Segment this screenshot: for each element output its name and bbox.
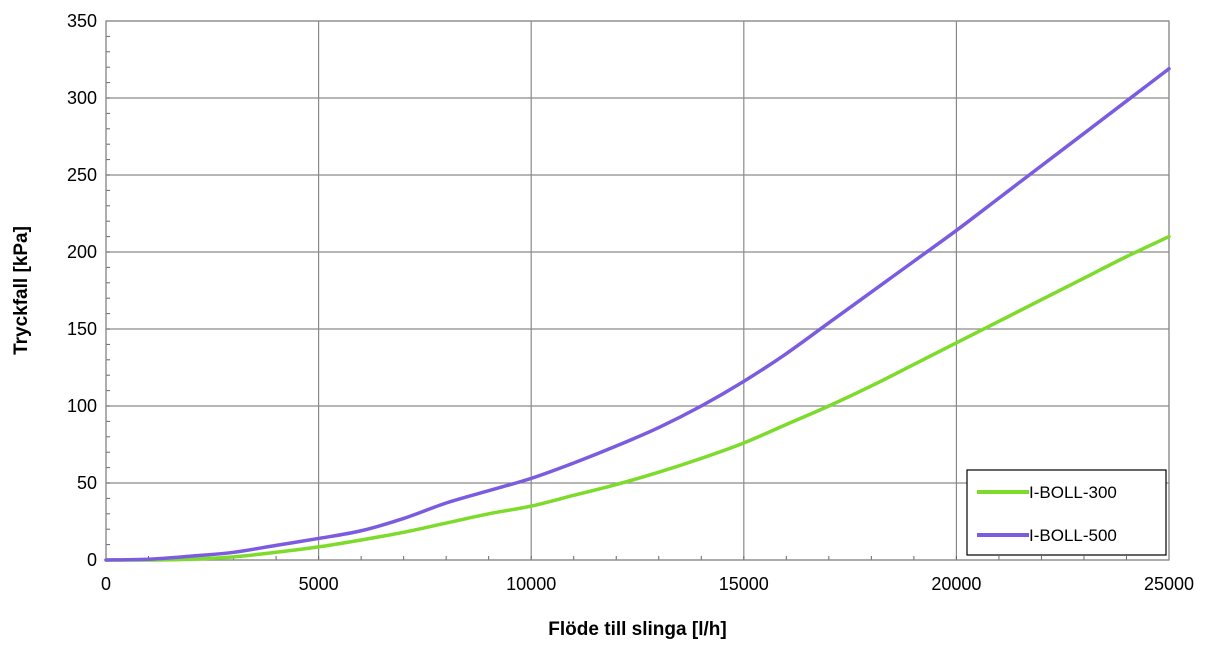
- y-tick-label: 50: [77, 473, 97, 493]
- legend-box: [966, 469, 1167, 556]
- y-axis-title: Tryckfall [kPa]: [11, 226, 32, 355]
- x-tick-label: 5000: [299, 574, 339, 594]
- legend-label-i-boll-300: I-BOLL-300: [1029, 483, 1117, 502]
- legend: I-BOLL-300 I-BOLL-500: [966, 469, 1167, 556]
- x-tick-label: 0: [101, 574, 111, 594]
- plot-frame: [105, 20, 1170, 561]
- y-tick-label: 100: [67, 396, 97, 416]
- y-tick-label: 250: [67, 165, 97, 185]
- y-tick-label: 200: [67, 242, 97, 262]
- series-line-i-boll-500: [104, 66, 1171, 562]
- x-tick-label: 20000: [931, 574, 981, 594]
- x-tick-label: 15000: [719, 574, 769, 594]
- legend-label-i-boll-500: I-BOLL-500: [1029, 526, 1117, 545]
- x-axis-title: Flöde till slinga [l/h]: [548, 619, 726, 640]
- y-tick-label: 0: [87, 550, 97, 570]
- y-tick-label: 350: [67, 11, 97, 31]
- series-lines: [104, 66, 1171, 562]
- x-tick-labels: 0 5000 10000 15000 20000 25000: [101, 574, 1194, 594]
- y-tick-label: 150: [67, 319, 97, 339]
- series-line-i-boll-300: [104, 234, 1171, 562]
- y-tick-labels: 0 50 100 150 200 250 300 350: [67, 11, 97, 570]
- x-tick-label: 10000: [506, 574, 556, 594]
- y-tick-label: 300: [67, 88, 97, 108]
- minor-ticks: [105, 20, 1170, 561]
- x-tick-label: 25000: [1144, 574, 1194, 594]
